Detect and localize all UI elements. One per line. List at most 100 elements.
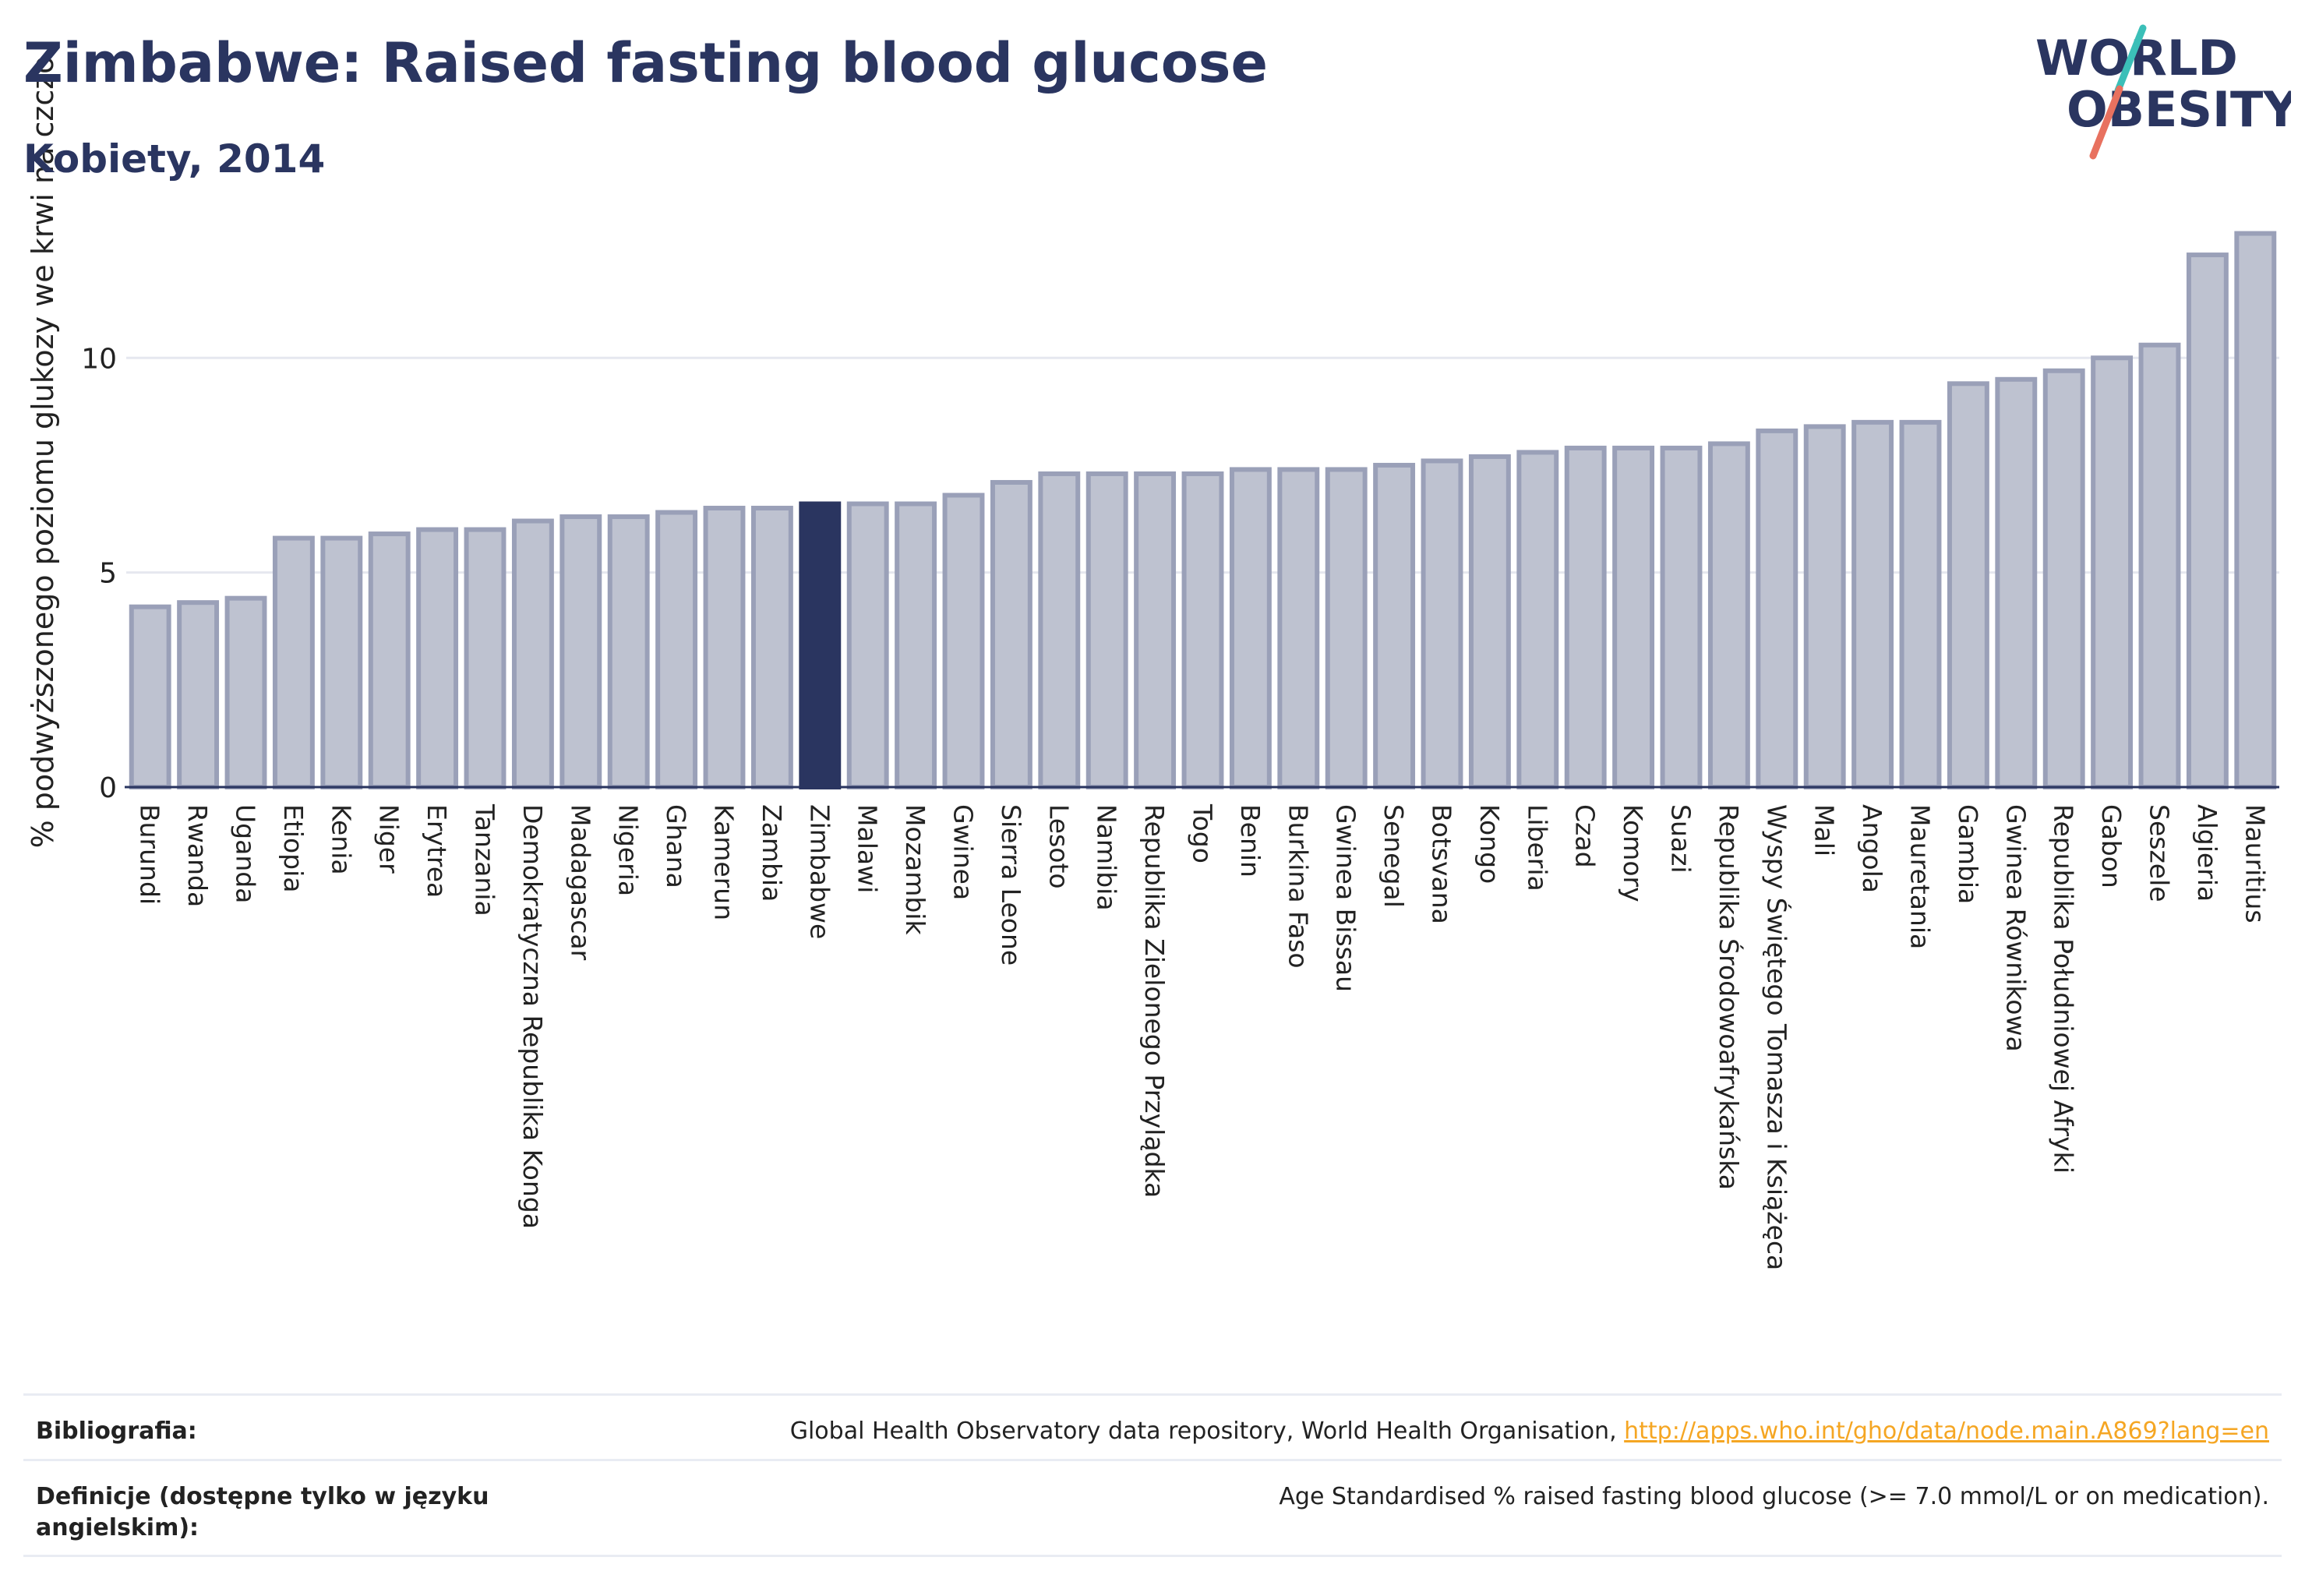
x-tick-label: Ghana xyxy=(661,804,691,888)
x-tick-label: Uganda xyxy=(231,804,261,903)
bar xyxy=(703,506,746,790)
bar xyxy=(1421,458,1463,790)
x-tick-label: Gwinea xyxy=(948,804,979,900)
x-tick-label: Nigeria xyxy=(613,804,644,896)
bar xyxy=(368,531,411,789)
x-tick-label: Kamerun xyxy=(709,804,740,920)
bar xyxy=(1373,462,1416,789)
bar xyxy=(1660,445,1703,789)
bar xyxy=(1947,381,1989,789)
x-tick-label: Senegal xyxy=(1378,804,1409,908)
bar-chart: 0 5 10 Burundi Rwanda Uganda Etiopia Kenia Nige… xyxy=(26,56,2279,1270)
x-tick-label: Mauritius xyxy=(2240,804,2270,923)
bar xyxy=(1564,445,1607,789)
definition-value: Age Standardised % raised fasting blood … xyxy=(1279,1483,2269,1510)
bar xyxy=(2091,355,2134,789)
bar xyxy=(272,535,315,789)
y-tick-label: 5 xyxy=(99,558,117,590)
x-tick-label: Gabon xyxy=(2096,804,2127,888)
bar xyxy=(895,501,937,789)
bar xyxy=(1851,419,1894,789)
bibliography-link[interactable]: http://apps.who.int/gho/data/node.main.A… xyxy=(1624,1418,2269,1445)
definition-label: Definicje (dostępne tylko w języku angie… xyxy=(36,1483,489,1541)
world-obesity-logo: WORLD OBESITY xyxy=(2035,24,2291,160)
x-tick-label: Republika Południowej Afryki xyxy=(2049,804,2079,1174)
x-tick-label: Liberia xyxy=(1522,804,1552,892)
bibliography-value: Global Health Observatory data repositor… xyxy=(790,1416,2269,1447)
bar xyxy=(511,518,554,789)
references-table: Bibliografia: Global Health Observatory … xyxy=(23,1393,2282,1557)
bar xyxy=(1038,471,1081,789)
bar xyxy=(129,604,171,790)
x-tick-label: Madagascar xyxy=(565,804,595,961)
x-tick-label: Czad xyxy=(1570,804,1601,868)
x-tick-label: Niger xyxy=(374,804,404,874)
bar xyxy=(1516,450,1559,789)
x-tick-label: Togo xyxy=(1188,803,1218,863)
bar xyxy=(1468,454,1511,789)
bar xyxy=(655,510,698,789)
x-tick-label: Wyspy Świętego Tomasza i Książęca xyxy=(1761,804,1792,1270)
chart-title: Zimbabwe: Raised fasting blood glucose xyxy=(23,31,1268,95)
bar xyxy=(1707,441,1750,790)
bar xyxy=(2042,368,2085,789)
x-tick-label: Zimbabwe xyxy=(804,804,835,939)
x-tick-label: Burundi xyxy=(135,804,165,905)
x-tick-label: Namibia xyxy=(1092,804,1122,911)
x-axis-labels: Burundi Rwanda Uganda Etiopia Kenia Niger Eryt… xyxy=(135,803,2271,1270)
x-tick-label: Erytrea xyxy=(422,804,452,898)
x-tick-label: Gambia xyxy=(1953,804,1983,904)
bar xyxy=(607,514,650,789)
bar xyxy=(2138,342,2181,790)
bibliography-text: Global Health Observatory data repositor… xyxy=(789,1418,1625,1445)
bar xyxy=(464,527,507,789)
x-tick-label: Etiopia xyxy=(278,804,309,893)
x-tick-label: Mozambik xyxy=(900,804,930,935)
bar xyxy=(224,595,267,789)
bar xyxy=(1277,467,1320,789)
bar xyxy=(559,514,602,789)
bar xyxy=(2234,231,2277,790)
x-tick-label: Burkina Faso xyxy=(1283,804,1313,969)
x-tick-label: Republika Środowoafrykańska xyxy=(1714,804,1745,1190)
bibliography-row: Bibliografia: Global Health Observatory … xyxy=(23,1393,2282,1459)
bar xyxy=(1085,471,1128,789)
x-tick-label: Seszele xyxy=(2144,804,2175,902)
x-tick-label: Malawi xyxy=(852,804,883,893)
x-tick-label: Angola xyxy=(1857,804,1887,893)
bar xyxy=(942,493,985,790)
bar xyxy=(1134,471,1177,789)
bar xyxy=(1325,467,1368,789)
y-tick-label: 10 xyxy=(81,343,117,375)
x-tick-label: Gwinea Bissau xyxy=(1331,804,1361,992)
x-tick-label: Republika Zielonego Przylądka xyxy=(1139,804,1170,1198)
x-tick-label: Mauretania xyxy=(1905,804,1936,949)
bar xyxy=(1229,467,1272,789)
x-tick-label: Komory xyxy=(1618,804,1648,902)
bar xyxy=(750,506,793,790)
bar xyxy=(1899,419,1942,789)
x-tick-label: Sierra Leone xyxy=(996,804,1026,966)
bar xyxy=(416,527,459,789)
chart-bars xyxy=(129,231,2277,790)
x-tick-label: Lesoto xyxy=(1043,804,1074,889)
logo-slash-coral xyxy=(2089,85,2123,160)
x-tick-label: Tanzania xyxy=(470,803,500,916)
y-axis-label: % podwyższonego poziomu glukozy we krwi … xyxy=(26,56,60,849)
bar xyxy=(2186,252,2229,789)
x-tick-label: Algieria xyxy=(2192,804,2222,902)
x-tick-label: Botsvana xyxy=(1427,804,1457,924)
bar xyxy=(846,501,889,789)
bar-highlighted xyxy=(799,501,842,789)
x-tick-label: Gwinea Równikowa xyxy=(2000,804,2031,1052)
x-tick-label: Zambia xyxy=(757,804,787,902)
bar xyxy=(1995,376,2038,790)
y-axis-ticks: 0 5 10 xyxy=(81,343,117,804)
x-tick-label: Kenia xyxy=(326,804,356,875)
bar xyxy=(1756,428,1798,790)
logo-slash-teal xyxy=(2114,24,2147,94)
x-tick-label: Benin xyxy=(1235,804,1265,877)
x-tick-label: Rwanda xyxy=(182,804,213,907)
definition-row: Definicje (dostępne tylko w języku angie… xyxy=(23,1459,2282,1557)
x-tick-label: Suazi xyxy=(1666,804,1696,874)
